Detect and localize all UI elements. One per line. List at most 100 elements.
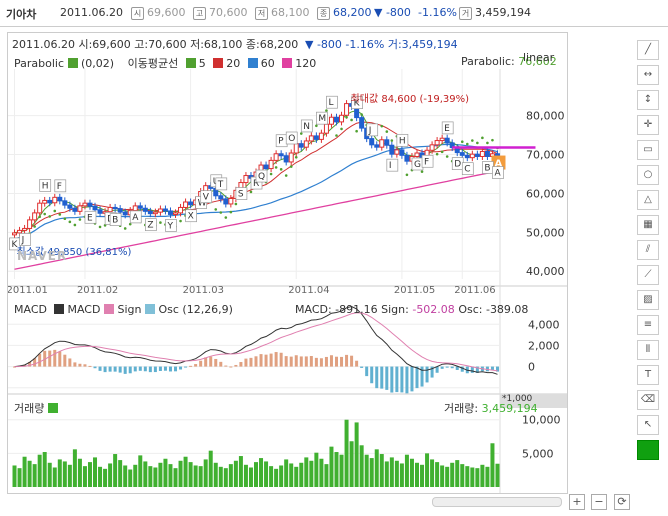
volume-bar	[22, 456, 27, 487]
volume-bar	[359, 445, 364, 487]
volume-bar	[128, 469, 133, 487]
parabolic-dot	[179, 219, 182, 223]
parabolic-value: Parabolic: 76,602	[461, 55, 557, 68]
stock-chart[interactable]: 80,000 70,000 60,000 50,000 40,000 2011.01 201…	[7, 33, 567, 493]
eraser-tool-icon[interactable]: ⌫	[637, 390, 659, 410]
parabolic-dot	[284, 174, 288, 177]
scale-mode-button[interactable]: linear	[523, 51, 555, 64]
last-price-marker-label: A	[494, 159, 502, 170]
vertical-extend-tool-icon[interactable]: ↕	[637, 90, 659, 110]
chart-area[interactable]: 80,000 70,000 60,000 50,000 40,000 2011.01 201…	[7, 32, 568, 494]
pattern-label: C	[464, 165, 470, 175]
candle-body	[293, 143, 299, 154]
candle-body	[162, 208, 168, 212]
volume-bar	[93, 457, 98, 487]
osc-bar	[485, 366, 489, 372]
osc-bar	[128, 366, 132, 374]
candle-body	[434, 140, 440, 146]
color-picker-swatch[interactable]	[637, 440, 659, 460]
volume-bar	[289, 463, 294, 487]
volume-bar	[213, 462, 218, 487]
volume-bar	[399, 463, 404, 487]
pattern-label: E	[87, 213, 93, 223]
close-icon: 종	[317, 6, 330, 20]
sign-swatch	[104, 304, 115, 314]
osc-bar	[133, 366, 137, 372]
candle-body	[37, 202, 43, 214]
price-y-tick: 40,000	[526, 265, 565, 278]
triangle-tool-icon[interactable]: △	[637, 190, 659, 210]
volume-bar	[37, 454, 42, 487]
parabolic-dot	[98, 225, 102, 229]
osc-bar	[390, 366, 394, 393]
parabolic-dot	[159, 221, 162, 224]
candle-body	[308, 135, 314, 142]
candle-body	[132, 205, 138, 212]
osc-bar	[440, 366, 444, 369]
text-tool-icon[interactable]: T	[637, 365, 659, 385]
osc-bar	[450, 366, 454, 369]
parallel-lines-tool-icon[interactable]: ⫽	[637, 240, 659, 260]
crosshair-tool-icon[interactable]: ✛	[637, 115, 659, 135]
osc-bar	[174, 366, 178, 372]
volume-bar	[163, 458, 168, 487]
volume-bar	[138, 455, 143, 487]
refresh-button[interactable]: ⟳	[614, 494, 630, 510]
osc-bar	[168, 366, 172, 372]
candle-body	[479, 150, 485, 157]
horizontal-extend-tool-icon[interactable]: ↔	[637, 65, 659, 85]
range-scrollbar[interactable]	[432, 497, 562, 507]
parabolic-dot	[229, 210, 233, 214]
multiplier-band	[500, 394, 567, 408]
osc-bar	[329, 355, 333, 367]
candle-body	[157, 208, 163, 213]
parabolic-dot	[345, 115, 348, 119]
parabolic-legend-label: Parabolic	[14, 57, 65, 70]
candle-body	[379, 139, 385, 148]
circle-tool-icon[interactable]: ○	[637, 165, 659, 185]
osc-bar	[229, 366, 233, 368]
parabolic-dot	[43, 212, 47, 216]
volume-bar	[440, 465, 445, 487]
osc-bar	[279, 352, 283, 367]
volume-bar	[153, 467, 158, 487]
osc-bar	[475, 366, 479, 373]
ma20-swatch	[213, 58, 224, 68]
candle-body	[313, 135, 319, 140]
trendline-tool-icon[interactable]: ╱	[637, 40, 659, 60]
candle-body	[339, 114, 345, 123]
candle-body	[137, 205, 143, 209]
candle-body	[117, 208, 123, 213]
volume-bar	[148, 466, 153, 487]
candle-body	[333, 116, 339, 123]
osc-bar	[264, 354, 268, 367]
parabolic-dot	[63, 217, 67, 221]
volume-legend: 거래량	[14, 400, 61, 416]
parabolic-dot	[360, 113, 363, 116]
price-change: ▼ -800	[374, 6, 411, 19]
pattern-label: F	[424, 157, 429, 167]
osc-swatch	[145, 304, 156, 314]
volume-bar	[123, 465, 128, 487]
osc-bar	[405, 366, 409, 394]
parabolic-dot	[486, 141, 489, 145]
fibonacci-tool-icon[interactable]: ≡	[637, 315, 659, 335]
close-price: 종 68,200	[317, 6, 372, 20]
grid-tool-icon[interactable]: ▦	[637, 215, 659, 235]
channel-tool-icon[interactable]: ▨	[637, 290, 659, 310]
parabolic-dot	[38, 215, 41, 219]
zoom-in-button[interactable]: +	[569, 494, 585, 510]
volume-bar	[82, 466, 87, 487]
osc-bar	[299, 356, 303, 367]
volume-bar	[118, 460, 123, 487]
zoom-out-button[interactable]: −	[591, 494, 607, 510]
osc-bar	[78, 363, 82, 367]
rectangle-tool-icon[interactable]: ▭	[637, 140, 659, 160]
pattern-label-box	[39, 179, 52, 192]
volume-bar	[450, 462, 455, 487]
open-price: 시 69,600	[131, 6, 186, 20]
osc-bar	[370, 366, 374, 384]
vertical-lines-tool-icon[interactable]: ⦀	[637, 340, 659, 360]
fan-tool-icon[interactable]: ⟋	[637, 265, 659, 285]
pointer-tool-icon[interactable]: ↖	[637, 415, 659, 435]
